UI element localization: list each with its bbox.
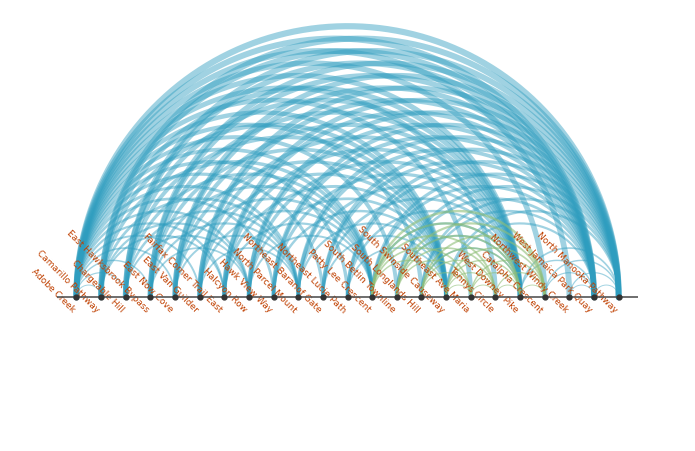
Text: East Now Cove: East Now Cove <box>121 261 175 314</box>
Text: Adobe Creek: Adobe Creek <box>29 267 76 314</box>
Text: West Jamaica Park Quay: West Jamaica Park Quay <box>510 231 594 314</box>
Text: Chargeable Hill: Chargeable Hill <box>70 259 126 314</box>
Text: South Betlin Townline: South Betlin Townline <box>321 239 397 314</box>
Text: Patty Lee Crescent: Patty Lee Crescent <box>306 248 372 314</box>
Text: Fairfax Corner Trail East: Fairfax Corner Trail East <box>142 232 224 314</box>
Text: South Swinside Causeway: South Swinside Causeway <box>356 225 446 314</box>
Text: East Hawksbrook Bypass: East Hawksbrook Bypass <box>65 229 150 314</box>
Text: Halcyon Row: Halcyon Row <box>202 267 249 314</box>
Text: Northeast Baranof Gate: Northeast Baranof Gate <box>240 232 323 314</box>
Text: South Longlands Hill: South Longlands Hill <box>350 243 421 314</box>
Text: Catalpha Crescent: Catalpha Crescent <box>480 249 545 314</box>
Text: North Parcel Mount: North Parcel Mount <box>231 247 298 314</box>
Text: West Downey Pike: West Downey Pike <box>455 250 520 314</box>
Text: Northeast Lucie Path: Northeast Lucie Path <box>275 242 348 314</box>
Text: East Van Guilder: East Van Guilder <box>140 255 199 314</box>
Text: Northwest Windy Creek: Northwest Windy Creek <box>487 233 569 314</box>
Text: Tennys Circle: Tennys Circle <box>447 266 496 314</box>
Text: Camarillo Pathway: Camarillo Pathway <box>35 249 101 314</box>
Text: Southeast Ave Maria: Southeast Ave Maria <box>398 242 471 314</box>
Text: Hawk View Way: Hawk View Way <box>217 258 274 314</box>
Text: North Manooka Pathway: North Manooka Pathway <box>534 230 619 314</box>
